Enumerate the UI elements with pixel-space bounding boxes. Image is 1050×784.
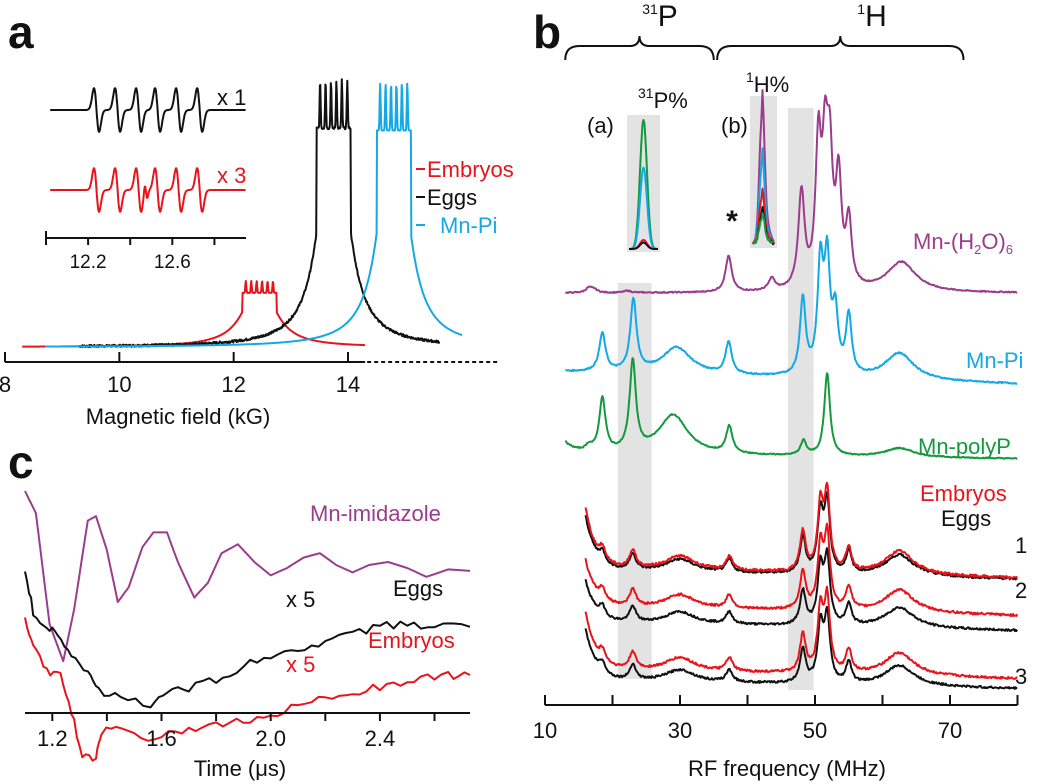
series-label-eggs-c: Eggs	[393, 576, 443, 601]
panel-a-trace-mn-pi	[44, 82, 463, 348]
inset-scale-label-embryos: x 3	[217, 163, 246, 188]
label-mn-h: Mn-(H	[913, 229, 974, 254]
inset-a-title-main: P%	[654, 88, 688, 113]
bracket-label-1h: 1H	[857, 0, 886, 33]
inset-a-background	[627, 115, 660, 252]
trace-eggs-3	[584, 605, 1018, 690]
panel-a-tick-label: 10	[107, 372, 131, 397]
bracket-0	[564, 35, 715, 61]
bracket-1h-element: H	[865, 0, 887, 33]
panel-c-tick-label: 2.0	[255, 726, 286, 751]
legend-label-eggs: Eggs	[427, 185, 477, 210]
panel-c-trace-embryos	[24, 617, 471, 762]
series-label-embryos-c: Embryos	[368, 628, 455, 653]
bracket-1h-superscript: 1	[857, 1, 865, 17]
panel-a-inset: 12.2 12.6 x 1 x 3	[45, 85, 247, 273]
series-label-mn-imidazole: Mn-imidazole	[310, 501, 441, 526]
scale-label-embryos-c: x 5	[286, 652, 315, 677]
panel-b: 10 30 50 70 RF frequency (MHz) 31P 1H * (a)…	[533, 0, 1027, 781]
inset-tick-label: 12.6	[154, 252, 191, 273]
series-label-mn-h2o6: Mn-(H2O)6	[913, 229, 1013, 257]
trace-mn-polyp	[564, 357, 1018, 460]
inset-b-title-sup: 1	[746, 69, 754, 85]
inset-trace-embryos	[49, 167, 247, 213]
inset-a-title-sup: 31	[638, 85, 654, 101]
inset-a-tag: (a)	[587, 113, 614, 138]
panel-a-legend: Embryos Eggs Mn-Pi	[416, 157, 514, 238]
scale-label-eggs-c: x 5	[286, 587, 315, 612]
panel-c-tick-label: 1.2	[37, 726, 68, 751]
panel-c-trace-mn-imidazole	[24, 490, 471, 663]
inset-trace-eggs	[49, 87, 247, 133]
panel-b-tick-label: 70	[938, 718, 962, 743]
panel-a-x-axis-title: Magnetic field (kG)	[86, 404, 271, 429]
inset-tick-label: 12.2	[70, 252, 107, 273]
panel-c-trace-eggs	[24, 571, 471, 709]
inset-a-trace-3	[628, 241, 659, 250]
shaded-region-31p	[617, 283, 652, 679]
inset-b-title: 1H%	[746, 69, 789, 97]
panel-c-tick-label: 1.6	[146, 726, 177, 751]
inset-a-title: 31P%	[638, 85, 688, 113]
label-o: O)	[981, 229, 1005, 254]
trace-embryos-3	[584, 585, 1018, 680]
panel-b-x-axis-title: RF frequency (MHz)	[688, 756, 886, 781]
panel-b-tick-label: 30	[668, 718, 692, 743]
series-index-2: 2	[1015, 578, 1027, 603]
series-index-1: 1	[1015, 533, 1027, 558]
inset-scale-label-eggs: x 1	[217, 85, 246, 110]
inset-b-trace-4	[752, 212, 775, 245]
trace-embryos-1	[584, 481, 1019, 580]
trace-embryos-2	[584, 522, 1019, 617]
trace-mn-h2o6	[565, 94, 1018, 294]
trace-mn-pi	[565, 234, 1018, 385]
inset-a-trace-1	[628, 166, 659, 250]
inset-b-tag: (b)	[721, 113, 748, 138]
bracket-1	[716, 35, 965, 61]
panel-c-x-axis: 1.2 1.6 2.0 2.4	[25, 712, 470, 751]
panel-c-tick-label: 2.4	[365, 726, 396, 751]
panel-b-brackets	[564, 35, 965, 61]
legend-label-mn-pi: Mn-Pi	[440, 213, 497, 238]
asterisk-marker: *	[726, 205, 738, 238]
label-sub-2: 2	[974, 242, 981, 257]
panel-a-inset-x-axis: 12.2 12.6	[45, 231, 246, 273]
panel-a-tick-label: 12	[221, 372, 245, 397]
series-label-embryos: Embryos	[920, 481, 1007, 506]
trace-eggs-2	[584, 547, 1019, 633]
panel-a-traces	[21, 78, 463, 349]
series-label-eggs: Eggs	[941, 506, 991, 531]
inset-b-title-main: H%	[754, 72, 789, 97]
panel-b-traces	[564, 94, 1019, 690]
panel-a-tick-label: 8	[0, 372, 11, 397]
legend-label-embryos: Embryos	[427, 157, 514, 182]
series-label-mn-pi: Mn-Pi	[966, 348, 1023, 373]
panel-a-x-axis: 8 10 12 14	[0, 352, 500, 397]
series-index-3: 3	[1015, 664, 1027, 689]
bracket-31p-element: P	[658, 0, 678, 33]
label-sub-6: 6	[1006, 242, 1013, 257]
panel-b-label: b	[533, 6, 561, 58]
panel-b-x-axis: 10 30 50 70	[533, 695, 1019, 743]
panel-c-traces	[24, 490, 471, 762]
panel-a: 8 10 12 14 Magnetic field (kG) Embryos Eggs…	[0, 78, 514, 429]
panel-a-inset-traces	[49, 87, 247, 213]
panel-b-tick-label: 10	[533, 718, 557, 743]
series-label-mn-polyp: Mn-polyP	[918, 434, 1011, 459]
panel-a-label: a	[8, 6, 34, 58]
bracket-31p-superscript: 31	[642, 1, 658, 17]
panel-a-tick-label: 14	[336, 372, 360, 397]
panel-b-tick-label: 50	[803, 718, 827, 743]
panel-a-trace-embryos	[21, 280, 366, 348]
panel-c: 1.2 1.6 2.0 2.4 Time (μs) Mn-imidazole Eggs…	[24, 490, 471, 781]
bracket-label-31p: 31P	[642, 0, 678, 33]
panel-c-x-axis-title: Time (μs)	[194, 756, 287, 781]
panel-c-label: c	[8, 436, 34, 488]
panel-b-insets	[627, 89, 777, 252]
